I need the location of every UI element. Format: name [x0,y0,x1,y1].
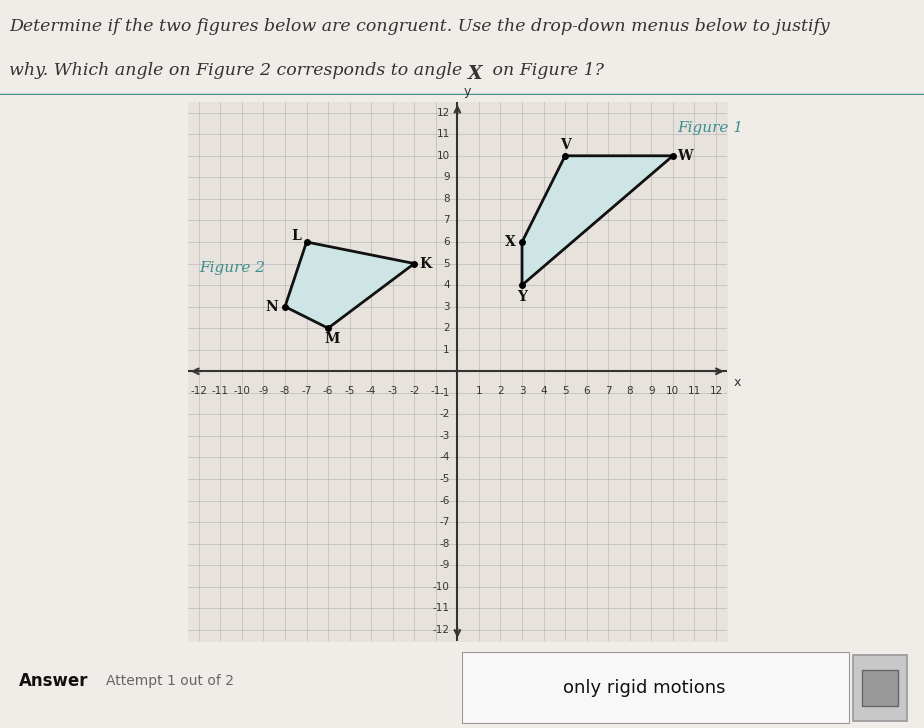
Text: 7: 7 [605,387,612,396]
Text: W: W [677,149,692,163]
FancyBboxPatch shape [862,670,898,706]
Text: M: M [324,332,340,346]
Text: -7: -7 [440,517,450,527]
Text: 1: 1 [476,387,482,396]
Text: Figure 2: Figure 2 [199,261,265,275]
Text: Figure 1: Figure 1 [677,121,743,135]
Text: 9: 9 [648,387,654,396]
Text: 11: 11 [687,387,701,396]
Text: -5: -5 [345,387,355,396]
Text: -9: -9 [258,387,269,396]
Text: 4: 4 [541,387,547,396]
Text: 2: 2 [497,387,504,396]
Text: 6: 6 [583,387,590,396]
Text: -4: -4 [440,453,450,462]
Text: -5: -5 [440,474,450,484]
Text: -3: -3 [387,387,398,396]
Text: -9: -9 [440,561,450,570]
Text: x: x [734,376,740,389]
Text: -10: -10 [234,387,250,396]
Text: 11: 11 [436,130,450,139]
Text: 9: 9 [444,173,450,182]
Text: -4: -4 [366,387,376,396]
Text: 8: 8 [444,194,450,204]
Text: Attempt 1 out of 2: Attempt 1 out of 2 [106,673,235,688]
Text: -11: -11 [432,604,450,613]
Text: Answer: Answer [18,672,88,689]
Text: -2: -2 [440,409,450,419]
Text: -12: -12 [190,387,207,396]
Text: -1: -1 [440,388,450,397]
Text: -1: -1 [431,387,441,396]
Text: X: X [505,235,516,249]
Text: -2: -2 [409,387,419,396]
Text: y: y [464,84,471,98]
Text: L: L [291,229,300,242]
Text: 12: 12 [710,387,723,396]
Text: 12: 12 [436,108,450,118]
Text: only rigid motions: only rigid motions [563,679,725,697]
Text: 5: 5 [444,258,450,269]
Text: 6: 6 [444,237,450,247]
FancyBboxPatch shape [853,655,907,721]
Text: K: K [419,256,432,271]
Text: 2: 2 [444,323,450,333]
Text: why. Which angle on Figure 2 corresponds to angle: why. Which angle on Figure 2 corresponds… [9,63,468,79]
Text: -12: -12 [432,625,450,635]
Text: Determine if the two figures below are congruent. Use the drop-down menus below : Determine if the two figures below are c… [9,18,830,35]
FancyBboxPatch shape [462,652,850,724]
Text: 8: 8 [626,387,633,396]
Text: 7: 7 [444,215,450,226]
Text: 4: 4 [444,280,450,290]
Text: -8: -8 [440,539,450,549]
Text: X: X [468,65,482,83]
Text: 5: 5 [562,387,568,396]
Text: V: V [560,138,570,152]
Polygon shape [285,242,414,328]
Polygon shape [522,156,673,285]
Text: 10: 10 [437,151,450,161]
Text: -6: -6 [440,496,450,505]
Text: 1: 1 [444,345,450,355]
Text: 10: 10 [666,387,679,396]
Text: on Figure 1?: on Figure 1? [487,63,604,79]
Text: 3: 3 [444,301,450,312]
Text: 3: 3 [518,387,526,396]
Text: -10: -10 [433,582,450,592]
Text: N: N [266,300,278,314]
Text: -11: -11 [212,387,229,396]
Text: -6: -6 [322,387,334,396]
Text: -3: -3 [440,431,450,441]
Text: -7: -7 [301,387,311,396]
Text: Y: Y [517,290,527,304]
Text: -8: -8 [280,387,290,396]
